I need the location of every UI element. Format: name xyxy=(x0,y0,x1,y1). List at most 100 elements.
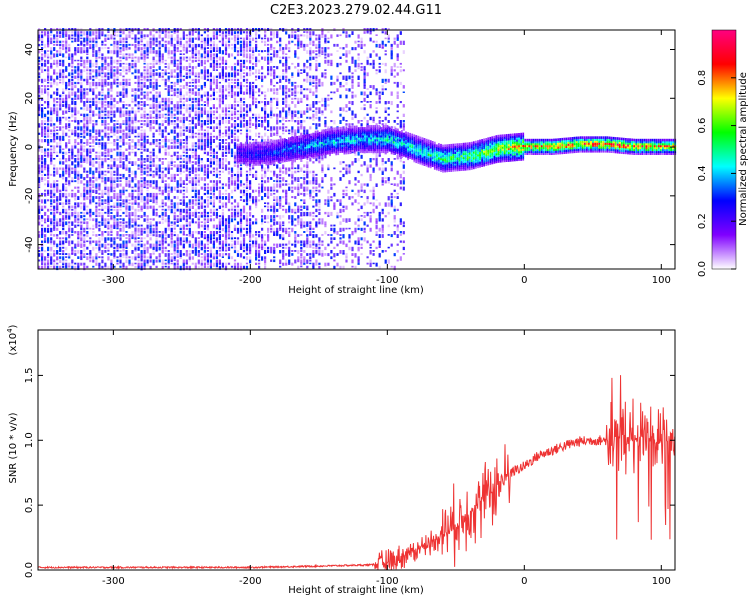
spectrogram-noise-cell xyxy=(41,192,44,195)
spectrogram-noise-cell xyxy=(215,123,218,126)
spectrogram-noise-cell xyxy=(92,120,95,122)
spectrogram-noise-cell xyxy=(83,265,86,271)
spectrogram-noise-cell xyxy=(155,183,158,188)
spectrogram-noise-cell xyxy=(155,202,158,205)
spectrogram-noise-cell xyxy=(291,173,294,179)
spectrogram-noise-cell xyxy=(227,215,231,220)
spectrogram-noise-cell xyxy=(167,101,170,104)
spectrogram-noise-cell xyxy=(143,180,146,184)
spectrogram-noise-cell xyxy=(74,180,77,183)
spectrogram-noise-cell xyxy=(95,259,98,263)
spectrogram-noise-cell xyxy=(209,259,212,263)
spectrogram-noise-cell xyxy=(65,110,68,114)
spectrogram-noise-cell xyxy=(291,116,294,120)
spectrogram-noise-cell xyxy=(303,126,306,130)
spectrogram-noise-cell xyxy=(233,142,237,147)
spectrogram-noise-cell xyxy=(291,215,294,220)
spectrogram-noise-cell xyxy=(77,81,80,85)
spectrogram-noise-cell xyxy=(179,218,182,222)
spectrogram-noise-cell xyxy=(62,262,65,266)
spectrogram-noise-cell xyxy=(62,183,65,187)
spectrogram-noise-cell xyxy=(38,154,41,159)
spectrogram-noise-cell xyxy=(173,151,176,156)
spectrogram-noise-cell xyxy=(261,72,264,75)
spectrogram-noise-cell xyxy=(200,40,203,43)
spectrogram-noise-cell xyxy=(56,59,59,65)
spectrogram-noise-cell xyxy=(249,205,252,210)
spectrogram-noise-cell xyxy=(143,227,146,231)
spectrogram-noise-cell xyxy=(68,129,71,132)
spectrogram-noise-cell xyxy=(47,240,50,244)
spectrogram-noise-cell xyxy=(59,126,62,131)
spectrogram-noise-cell xyxy=(264,148,267,152)
spectrogram-noise-cell xyxy=(116,218,119,221)
spectrogram-noise-cell xyxy=(134,43,137,48)
spectrogram-noise-cell xyxy=(279,56,282,59)
spectrogram-noise-cell xyxy=(218,170,221,173)
spectrogram-noise-cell xyxy=(197,53,200,57)
spectrogram-noise-cell xyxy=(279,110,282,114)
spectrogram-noise-cell xyxy=(47,167,50,172)
spectrogram-noise-cell xyxy=(62,88,65,93)
spectrogram-noise-cell xyxy=(86,231,89,234)
spectrogram-noise-cell xyxy=(53,215,56,219)
spectrogram-noise-cell xyxy=(95,256,98,260)
spectrogram-noise-cell xyxy=(182,158,185,161)
spectrogram-noise-cell xyxy=(122,66,125,70)
spectrogram-noise-cell xyxy=(194,170,197,173)
spectrogram-noise-cell xyxy=(245,91,249,95)
spectrogram-noise-cell xyxy=(185,145,188,148)
spectrogram-noise-cell xyxy=(164,113,167,116)
spectrogram-noise-cell xyxy=(194,265,197,269)
spectrogram-noise-cell xyxy=(218,62,221,66)
spectrogram-noise-cell xyxy=(209,199,212,203)
spectrogram-noise-cell xyxy=(185,40,188,44)
spectrogram-noise-cell xyxy=(74,224,77,228)
spectrogram-noise-cell xyxy=(273,50,276,54)
spectrogram-noise-cell xyxy=(212,161,215,165)
spectrogram-noise-cell xyxy=(315,180,318,184)
spectrogram-noise-cell xyxy=(230,78,234,81)
spectrogram-noise-cell xyxy=(230,205,234,210)
spectrogram-noise-cell xyxy=(50,199,53,202)
spectrogram-noise-cell xyxy=(116,262,119,265)
spectrogram-noise-cell xyxy=(86,180,89,184)
spectrogram-noise-cell xyxy=(158,173,161,179)
spectrogram-noise-cell xyxy=(170,199,173,202)
spectrogram-noise-cell xyxy=(164,145,167,148)
spectrogram-noise-cell xyxy=(137,218,140,220)
spectrogram-noise-cell xyxy=(188,234,191,237)
spectrogram-noise-cell xyxy=(273,234,276,236)
spectrogram-noise-cell xyxy=(50,78,53,81)
spectrogram-noise-cell xyxy=(227,94,231,97)
spectrogram-noise-cell xyxy=(224,78,228,83)
spectrogram-noise-cell xyxy=(173,129,176,134)
spectrogram-noise-cell xyxy=(92,189,95,193)
spectrogram-noise-cell xyxy=(83,120,86,124)
spectrogram-noise-cell xyxy=(128,110,131,114)
spectrogram-noise-cell xyxy=(230,256,234,260)
spectrogram-noise-cell xyxy=(270,47,273,51)
spectrogram-noise-cell xyxy=(173,196,176,199)
spectrogram-noise-cell xyxy=(218,231,221,234)
spectrogram-noise-cell xyxy=(44,231,47,233)
spectrogram-noise-cell xyxy=(309,243,312,248)
spectrogram-noise-cell xyxy=(218,132,221,136)
spectrogram-noise-cell xyxy=(209,148,212,151)
spectrogram-noise-cell xyxy=(59,161,62,165)
spectrogram-noise-cell xyxy=(303,135,306,138)
spectrogram-noise-cell xyxy=(209,265,212,269)
spectrogram-noise-cell xyxy=(128,192,131,198)
spectrogram-noise-cell xyxy=(273,199,276,201)
spectrogram-noise-cell xyxy=(270,139,273,142)
spectrogram-noise-cell xyxy=(239,66,243,71)
spectrogram-noise-cell xyxy=(239,62,243,67)
spectrogram-noise-cell xyxy=(233,215,237,218)
spectrogram-noise-cell xyxy=(270,116,273,119)
spectrogram-noise-cell xyxy=(89,158,92,162)
spectrogram-noise-cell xyxy=(291,75,294,78)
spectrogram-noise-cell xyxy=(194,202,197,206)
spectrogram-noise-cell xyxy=(249,259,252,264)
spectrogram-noise-cell xyxy=(276,180,279,183)
spectrogram-noise-cell xyxy=(209,215,212,218)
